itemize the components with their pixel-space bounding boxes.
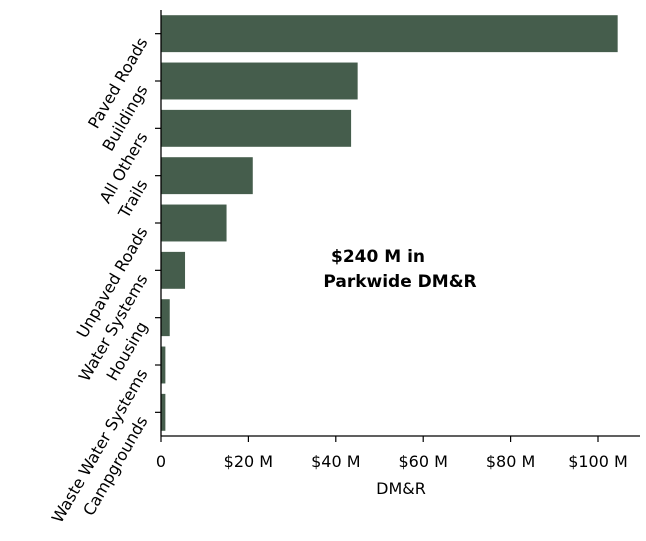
bar-housing (161, 299, 170, 337)
bar-unpaved-roads (161, 204, 227, 242)
annotation-line-1: $240 M in (331, 247, 425, 267)
bar-campgrounds (161, 393, 166, 431)
x-tick-label: 0 (156, 452, 166, 471)
bars-group (161, 15, 618, 431)
x-ticks-group: 0 $20 M $40 M $60 M $80 M $100 M (156, 436, 628, 471)
bar-buildings (161, 62, 358, 100)
x-tick-label: $40 M (311, 452, 360, 471)
annotation-line-2: Parkwide DM&R (323, 272, 476, 292)
bar-trails (161, 157, 253, 195)
bar-all-others (161, 109, 352, 147)
bar-water-systems (161, 251, 186, 289)
bar-waste-water-systems (161, 346, 166, 384)
x-tick-label: $20 M (224, 452, 273, 471)
x-tick-label: $80 M (486, 452, 535, 471)
bar-paved-roads (161, 15, 618, 53)
x-tick-label: $100 M (568, 452, 628, 471)
x-tick-label: $60 M (398, 452, 447, 471)
x-axis-label: DM&R (376, 479, 426, 498)
